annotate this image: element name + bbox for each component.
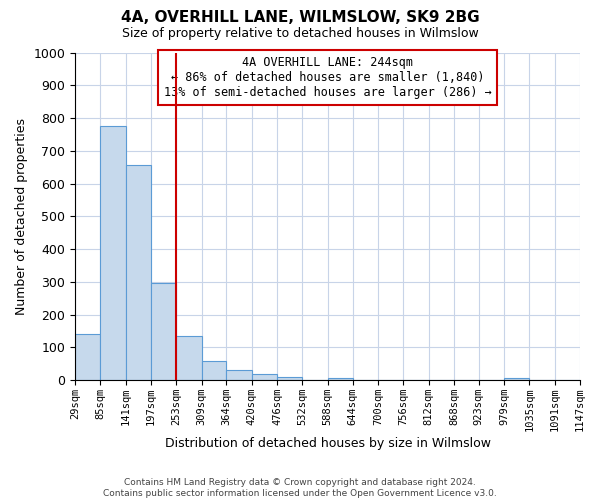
Bar: [75, 334, 100, 380]
Bar: [202, 362, 226, 380]
Bar: [176, 336, 202, 380]
Text: 4A, OVERHILL LANE, WILMSLOW, SK9 2BG: 4A, OVERHILL LANE, WILMSLOW, SK9 2BG: [121, 10, 479, 25]
Text: Contains HM Land Registry data © Crown copyright and database right 2024.
Contai: Contains HM Land Registry data © Crown c…: [103, 478, 497, 498]
Bar: [504, 378, 529, 380]
Text: Size of property relative to detached houses in Wilmslow: Size of property relative to detached ho…: [122, 28, 478, 40]
Bar: [151, 284, 176, 380]
Bar: [226, 370, 252, 380]
Text: 4A OVERHILL LANE: 244sqm
← 86% of detached houses are smaller (1,840)
13% of sem: 4A OVERHILL LANE: 244sqm ← 86% of detach…: [164, 56, 491, 99]
Y-axis label: Number of detached properties: Number of detached properties: [15, 118, 28, 315]
Bar: [277, 378, 302, 380]
Bar: [328, 378, 353, 380]
X-axis label: Distribution of detached houses by size in Wilmslow: Distribution of detached houses by size …: [164, 437, 491, 450]
Bar: [252, 374, 277, 380]
Bar: [126, 165, 151, 380]
Bar: [100, 126, 126, 380]
